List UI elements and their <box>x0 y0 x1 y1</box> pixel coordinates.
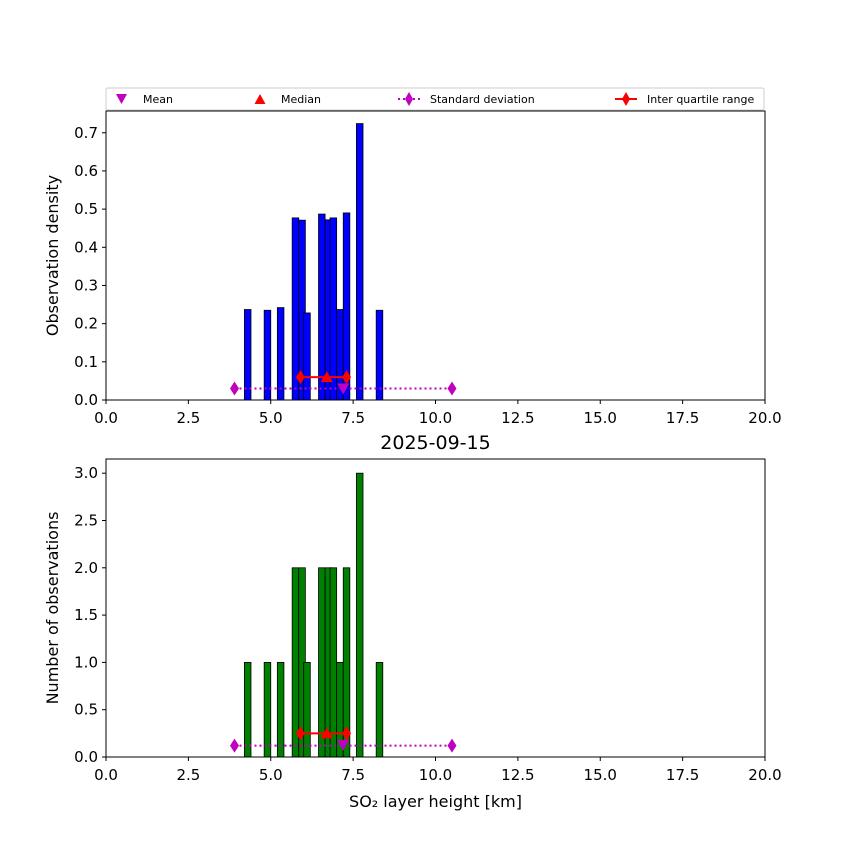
iqr-marker-icon <box>622 92 630 106</box>
histogram-bar <box>318 213 326 401</box>
median-marker-icon <box>254 94 266 104</box>
histogram-bar <box>375 309 384 401</box>
legend-frame <box>105 87 765 111</box>
y-tick-label: 0.0 <box>74 748 98 766</box>
x-tick-label: 2.5 <box>176 409 200 427</box>
y-tick-label: 0.0 <box>74 391 98 409</box>
legend-entry-mean: Mean <box>116 93 173 106</box>
density-histogram-panel: 0.0 2.5 5.0 7.5 10.0 12.5 15.0 17.5 20.0 0.0 0.1 0.… <box>43 110 782 427</box>
legend-entry-iqr: Inter quartile range <box>615 92 754 106</box>
histogram-bar <box>243 309 252 401</box>
x-tick-label: 12.5 <box>501 409 534 427</box>
y-tick-label: 1.5 <box>74 606 98 624</box>
iqr-marker <box>342 726 352 741</box>
x-tick-label: 15.0 <box>584 766 617 784</box>
iqr-marker <box>342 370 352 385</box>
x-tick-label: 20.0 <box>748 766 781 784</box>
x-tick-label: 10.0 <box>419 409 452 427</box>
histogram-bar <box>318 567 326 758</box>
y-tick-label: 3.0 <box>74 464 98 482</box>
y-tick-label: 0.5 <box>74 701 98 719</box>
x-tick-label: 10.0 <box>419 766 452 784</box>
histogram-bar <box>329 567 338 758</box>
median-marker <box>320 727 333 739</box>
x-tick-label: 17.5 <box>666 409 699 427</box>
histogram-bar <box>263 309 272 401</box>
histogram-bar <box>243 661 252 758</box>
mean-marker <box>337 383 350 395</box>
std-marker <box>447 738 457 753</box>
histogram-bar <box>375 661 384 758</box>
histogram-bar <box>356 123 364 401</box>
histogram-bar <box>276 661 285 758</box>
histogram-bar <box>276 307 285 401</box>
iqr-marker <box>295 726 305 741</box>
histogram-bar <box>291 567 300 758</box>
x-tick-label: 7.5 <box>341 409 365 427</box>
y-axis-label: Observation density <box>43 175 62 336</box>
legend-label-std: Standard deviation <box>430 93 535 106</box>
std-marker <box>230 738 240 753</box>
histogram-bar <box>303 312 311 401</box>
y-tick-label: 0.6 <box>74 162 98 180</box>
x-tick-label: 7.5 <box>341 766 365 784</box>
x-tick-label: 17.5 <box>666 766 699 784</box>
x-tick-label: 5.0 <box>259 409 283 427</box>
mean-marker <box>337 739 350 751</box>
legend-entry-std: Standard deviation <box>398 92 535 106</box>
y-tick-label: 0.4 <box>74 238 98 256</box>
legend: Mean Median Standard deviation Inter qua… <box>105 87 765 111</box>
x-axis-label: SO₂ layer height [km] <box>349 792 522 811</box>
y-tick-label: 0.3 <box>74 276 98 294</box>
median-marker <box>320 371 333 383</box>
std-marker <box>447 381 457 396</box>
x-tick-label: 12.5 <box>501 766 534 784</box>
x-tick-label: 0.0 <box>94 409 118 427</box>
legend-label-median: Median <box>281 93 321 106</box>
x-tick-label: 0.0 <box>94 766 118 784</box>
histogram-bar <box>329 217 338 401</box>
x-tick-label: 20.0 <box>748 409 781 427</box>
x-tick-label: 15.0 <box>584 409 617 427</box>
x-tick-label: 2.5 <box>176 766 200 784</box>
histogram-bar <box>356 472 364 758</box>
chart-title: 2025-09-15 <box>380 432 490 454</box>
mean-marker-icon <box>116 94 127 104</box>
histogram-bar <box>303 661 311 758</box>
legend-label-mean: Mean <box>143 93 173 106</box>
iqr-marker <box>295 370 305 385</box>
legend-label-iqr: Inter quartile range <box>647 93 754 106</box>
y-tick-label: 0.1 <box>74 353 98 371</box>
histogram-bar <box>291 217 300 401</box>
std-marker-icon <box>405 92 413 106</box>
y-tick-label: 2.0 <box>74 559 98 577</box>
y-tick-label: 0.7 <box>74 124 98 142</box>
std-marker <box>230 381 240 396</box>
y-tick-label: 0.2 <box>74 315 98 333</box>
histogram-bar <box>263 661 272 758</box>
y-tick-label: 0.5 <box>74 200 98 218</box>
x-tick-label: 5.0 <box>259 766 283 784</box>
y-tick-label: 2.5 <box>74 511 98 529</box>
count-histogram-panel: 0.0 2.5 5.0 7.5 10.0 12.5 15.0 17.5 20.0 0.0 0.5 1.… <box>43 432 782 811</box>
legend-entry-median: Median <box>254 93 321 106</box>
y-axis-label: Number of observations <box>43 512 62 705</box>
y-tick-label: 1.0 <box>74 653 98 671</box>
